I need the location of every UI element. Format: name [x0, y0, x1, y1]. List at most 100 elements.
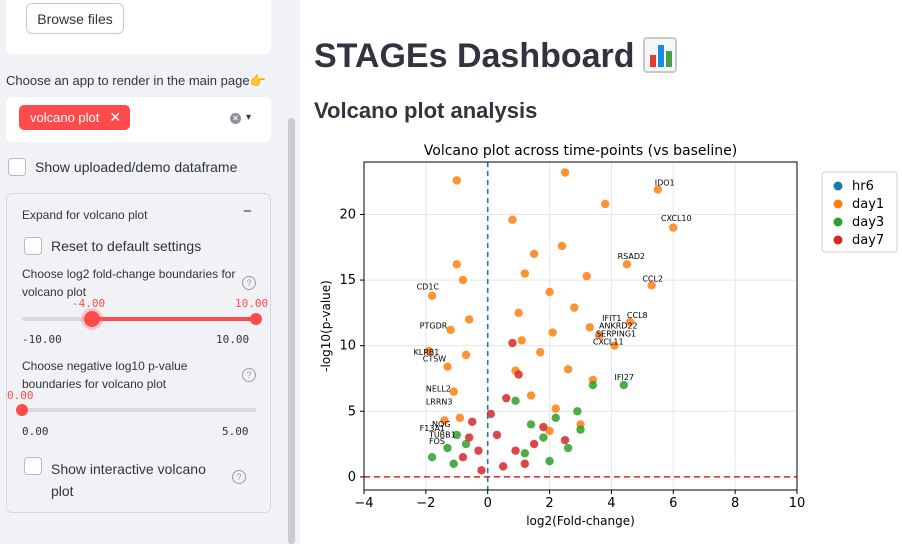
chart-title: Volcano plot across time-points (vs base… — [424, 143, 737, 159]
data-point-day1 — [464, 315, 474, 324]
pval-thumb[interactable] — [16, 404, 28, 416]
data-point-day1 — [455, 413, 465, 423]
collapse-icon[interactable]: − — [243, 203, 252, 220]
pval-slider-track — [22, 408, 256, 412]
show-dataframe-checkbox[interactable] — [8, 158, 26, 176]
data-point-day3 — [461, 439, 471, 449]
sidebar: Browse files Choose an app to render in … — [0, 0, 300, 544]
x-tick-label: 0 — [484, 496, 492, 511]
data-point-day3 — [563, 443, 573, 453]
legend-label: hr6 — [852, 179, 874, 194]
fc-low-thumb[interactable] — [84, 311, 100, 327]
data-point-day1 — [514, 308, 523, 318]
data-point-day1 — [647, 281, 656, 290]
help-icon[interactable]: ? — [242, 368, 256, 382]
data-point-day3 — [452, 430, 461, 440]
gene-label: NOG — [432, 420, 450, 429]
gene-label: FOS — [429, 437, 445, 446]
legend-label: day1 — [852, 197, 884, 212]
data-point-day1 — [563, 365, 573, 374]
gene-label: SERPING1 — [596, 329, 636, 338]
legend-box — [821, 171, 898, 253]
pval-min-label: 0.00 — [22, 425, 49, 438]
data-point-day3 — [545, 456, 554, 466]
sidebar-scrollbar[interactable] — [288, 118, 295, 544]
y-tick-label: 0 — [348, 470, 356, 485]
data-point-day3 — [443, 443, 452, 453]
data-point-day1 — [529, 249, 539, 259]
fc-high-thumb[interactable] — [250, 313, 262, 325]
gene-label: F13A1 — [420, 424, 445, 433]
data-point-day1 — [446, 325, 455, 335]
help-icon[interactable]: ? — [242, 276, 256, 290]
data-point-day1 — [557, 241, 567, 251]
browse-files-button[interactable]: Browse files — [26, 3, 124, 34]
data-point-day1 — [452, 260, 461, 269]
data-point-day3 — [539, 433, 548, 442]
data-point-day7 — [529, 439, 539, 449]
x-tick-label: −2 — [416, 496, 435, 511]
volcano-plot: −4 −2 0 2 4 6 8 10 0 5 10 15 20 IDO1 CXCL10 RSAD2 CCL2 CD… — [319, 143, 898, 528]
data-point-day3 — [511, 396, 520, 405]
interactive-volcano-checkbox[interactable] — [24, 457, 42, 475]
gene-label: CTSW — [423, 354, 447, 363]
gene-label: RSAD2 — [618, 252, 646, 261]
selected-app-tag[interactable]: volcano plot ✕ — [19, 105, 131, 130]
data-point-day7 — [539, 422, 548, 432]
data-point-day1 — [449, 387, 458, 396]
gene-label: NELL2 — [426, 385, 451, 394]
data-point-day1 — [517, 336, 526, 345]
legend-marker-day3 — [833, 217, 843, 227]
x-tick-label: 10 — [789, 496, 806, 511]
data-point-day7 — [486, 409, 496, 419]
gene-label: CXCL11 — [593, 337, 624, 346]
data-point-day1 — [582, 271, 591, 281]
reset-defaults-checkbox[interactable] — [24, 237, 42, 255]
data-point-day1 — [622, 260, 632, 269]
gene-label: IFIT1 — [602, 314, 621, 323]
gene-label: LRRN3 — [426, 398, 453, 407]
data-point-day1 — [625, 317, 635, 327]
gene-label: CXCL10 — [661, 214, 692, 223]
expander-title[interactable]: Expand for volcano plot — [22, 208, 148, 222]
y-axis-label: -log10(p-value) — [319, 280, 333, 372]
data-point-day3 — [619, 380, 628, 390]
tag-remove-icon[interactable]: ✕ — [109, 109, 122, 125]
choose-app-label: Choose an app to render in the main page… — [6, 73, 266, 88]
chevron-down-icon[interactable]: ▾ — [246, 112, 252, 123]
pval-value: 0.00 — [7, 389, 34, 402]
fc-slider-label: Choose log2 fold-change boundaries for v… — [22, 267, 236, 299]
data-point-day7 — [474, 446, 483, 455]
clear-selection-icon[interactable]: × — [230, 113, 241, 124]
plot-frame — [363, 161, 798, 491]
plot-area — [364, 162, 797, 490]
data-point-day7 — [520, 459, 530, 468]
gene-label: IDO1 — [655, 179, 675, 188]
fc-min-label: -10.00 — [22, 333, 62, 346]
data-point-day3 — [526, 420, 536, 429]
data-point-day3 — [573, 407, 582, 416]
data-point-day3 — [551, 413, 560, 423]
data-point-day7 — [498, 462, 508, 471]
legend-label: day3 — [852, 215, 884, 230]
data-point-day1 — [526, 391, 536, 400]
help-icon[interactable]: ? — [232, 470, 246, 484]
data-point-day1 — [551, 404, 560, 413]
x-axis-label: log2(Fold-change) — [526, 514, 635, 528]
data-point-day7 — [502, 393, 511, 403]
fc-slider-fill — [92, 317, 256, 321]
data-point-day3 — [427, 453, 437, 462]
fc-low-value: -4.00 — [72, 297, 106, 310]
data-point-day7 — [560, 435, 570, 445]
show-dataframe-label: Show uploaded/demo dataframe — [35, 159, 238, 175]
interactive-volcano-label: Show interactive volcano plot — [51, 461, 206, 499]
bar-chart-icon — [642, 37, 677, 73]
x-tick-label: 4 — [607, 496, 615, 511]
data-point-day1 — [440, 416, 449, 425]
y-tick-label: 5 — [348, 404, 356, 419]
app-multiselect[interactable]: volcano plot ✕ × ▾ — [6, 97, 271, 142]
page-title: STAGEs Dashboard — [314, 37, 677, 76]
legend-marker-day7 — [833, 235, 843, 245]
gene-label: CCL8 — [627, 311, 648, 320]
reset-defaults-label: Reset to default settings — [51, 238, 202, 254]
